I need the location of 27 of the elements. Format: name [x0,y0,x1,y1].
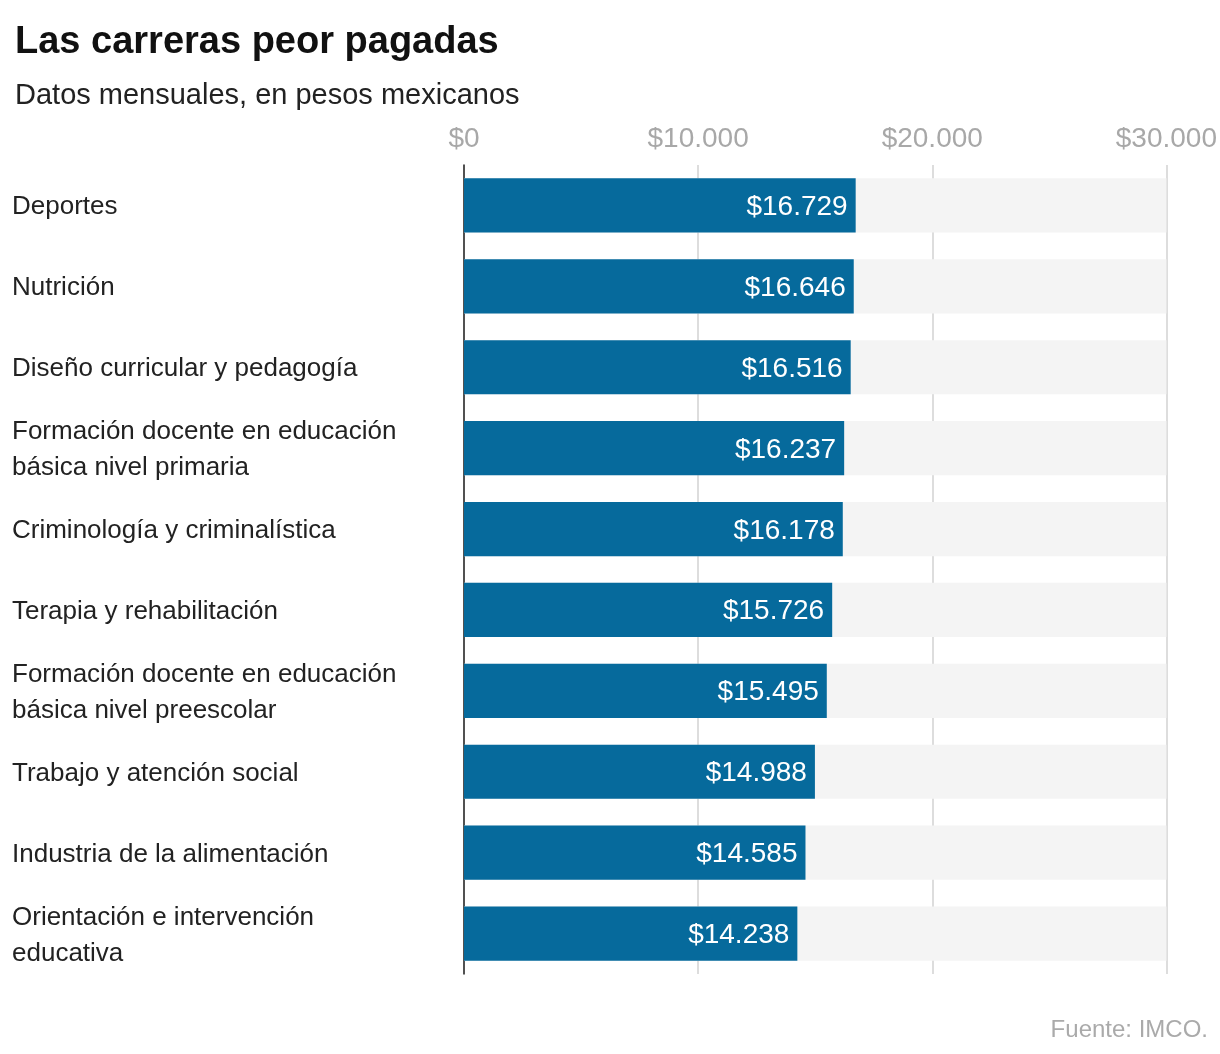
data-label: $16.729 [746,189,848,221]
y-tick-label: Trabajo y atención social [12,756,299,787]
y-tick-label: Formación docente en educación básica nivel primaria [12,415,404,482]
y-tick-label: Formación docente en educación básica nivel preescolar [12,657,404,724]
y-tick-label: Deportes [12,190,118,221]
y-tick-label: Diseño curricular y pedagogía [12,352,358,383]
y-tick-label: Orientación e intervención educativa [12,900,322,967]
y-tick-label: Industria de la alimentación [12,837,329,868]
y-tick-label: Criminología y criminalística [12,514,337,545]
chart-title: Las carreras peor pagadas [15,19,499,61]
data-label: $16.646 [744,270,846,302]
data-label: $16.237 [734,432,837,464]
x-tick-label: $20.000 [881,121,983,153]
y-tick-label: Terapia y rehabilitación [12,594,278,625]
source-note: Fuente: IMCO. [1050,1014,1209,1042]
x-tick-label: $10.000 [647,121,749,153]
data-label: $16.178 [733,513,835,545]
data-label: $14.238 [688,918,790,950]
x-tick-label: $0 [448,121,480,153]
data-label: $15.495 [717,675,819,707]
chart-subtitle: Datos mensuales, en pesos mexicanos [15,77,520,110]
data-label: $16.516 [741,351,843,383]
y-tick-label: Nutrición [12,271,115,302]
data-label: $14.988 [705,756,807,788]
data-label: $14.585 [696,837,798,869]
x-tick-label: $30.000 [1115,121,1217,153]
data-label: $15.726 [722,594,825,626]
